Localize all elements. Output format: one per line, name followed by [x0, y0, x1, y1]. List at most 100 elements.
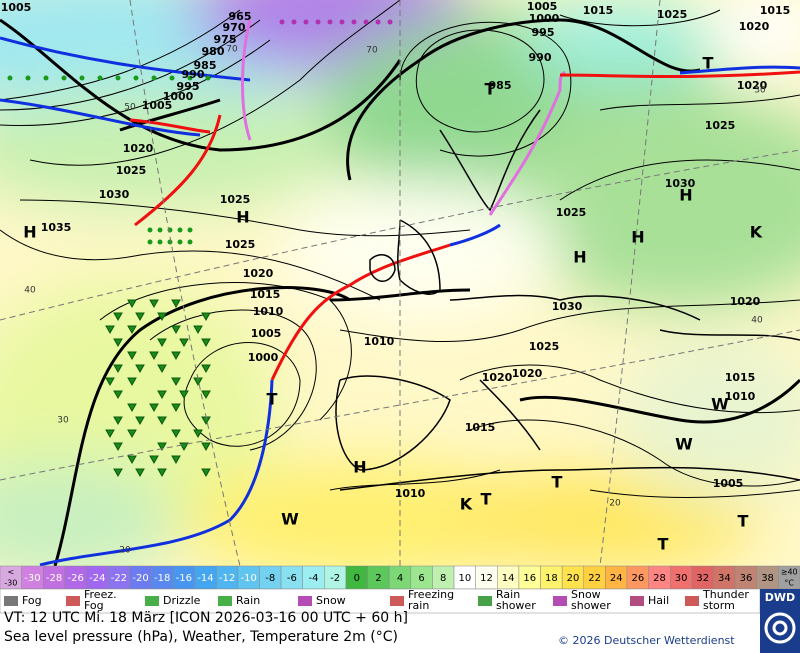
legend-label: Fog	[22, 594, 42, 607]
pressure-label: 1010	[725, 390, 756, 403]
pressure-label: 1020	[243, 267, 274, 280]
rain-shower-symbol	[135, 312, 145, 322]
scale-label: -26	[68, 573, 84, 584]
graticule	[0, 0, 800, 566]
rain-shower-symbol	[113, 416, 123, 426]
pressure-label: 1020	[730, 295, 761, 308]
legend-symbol	[66, 596, 80, 606]
rain-shower-symbol	[105, 429, 115, 439]
rain-shower-symbol	[201, 312, 211, 322]
scale-label: -28	[46, 573, 62, 584]
temperature-label: 20	[609, 499, 621, 509]
logo-swirl-inner	[772, 620, 788, 636]
rain-shower-symbol	[135, 416, 145, 426]
coastlines	[335, 109, 800, 491]
scale-label: -16	[176, 573, 192, 584]
scale-label: 2	[375, 573, 381, 584]
rain-shower-symbol	[149, 351, 159, 361]
pressure-center: T	[703, 54, 714, 73]
rain-shower-symbol	[171, 403, 181, 413]
description: Sea level pressure (hPa), Weather, Tempe…	[4, 629, 398, 645]
pressure-label: 985	[489, 79, 512, 92]
rain-shower-symbol	[157, 364, 167, 374]
pressure-center: H	[23, 223, 36, 242]
pressure-center: K	[460, 495, 473, 514]
rain-symbol	[177, 239, 183, 245]
rain-shower-symbol	[157, 468, 167, 478]
pressure-label: 1000	[248, 351, 279, 364]
rain-shower-symbol	[171, 299, 181, 309]
pressure-label: 1030	[552, 300, 583, 313]
temperature-label: 20	[119, 546, 131, 556]
rain-symbol	[25, 75, 31, 81]
snow-dot	[315, 19, 321, 25]
rain-shower-symbol	[157, 416, 167, 426]
scale-label: 36	[740, 573, 753, 584]
map-labels: 9659709759809859909951000100510201025103…	[1, 0, 791, 556]
pressure-center: T	[738, 512, 749, 531]
scale-label: 30	[675, 573, 688, 584]
rain-shower-symbol	[127, 455, 137, 465]
rain-shower-symbol	[113, 390, 123, 400]
snow-dot	[351, 19, 357, 25]
pressure-label: 1025	[116, 164, 147, 177]
rain-symbol	[61, 75, 67, 81]
scale-label: -6	[287, 573, 297, 584]
scale-label: -10	[240, 573, 256, 584]
rain-shower-symbol	[171, 429, 181, 439]
temperature-label: 40	[751, 316, 763, 326]
pressure-label: 985	[194, 59, 217, 72]
logo-swirl	[764, 612, 796, 644]
pressure-label: 1020	[512, 367, 543, 380]
snow-dot	[303, 19, 309, 25]
scale-label: 16	[523, 573, 536, 584]
scale-label: 38	[761, 573, 774, 584]
legend-label: Freezing	[408, 588, 454, 601]
rain-shower-symbol	[149, 403, 159, 413]
scale-label: <	[7, 568, 14, 577]
scale-label: -14	[197, 573, 213, 584]
rain-shower-symbol	[179, 338, 189, 348]
rain-symbol	[97, 75, 103, 81]
rain-shower-symbol	[201, 364, 211, 374]
rain-shower-symbol	[113, 442, 123, 452]
rain-shower-symbol	[201, 468, 211, 478]
pressure-center: H	[573, 248, 586, 267]
snow-dot	[291, 19, 297, 25]
rain-symbol	[157, 239, 163, 245]
scale-label: -30	[24, 573, 40, 584]
legend-symbol	[218, 596, 232, 606]
snow-dot	[279, 19, 285, 25]
main-isobars	[0, 18, 800, 566]
rain-shower-symbol	[149, 455, 159, 465]
pressure-label: 1025	[529, 340, 560, 353]
rain-shower-symbol	[193, 429, 203, 439]
legend-label: rain	[408, 599, 429, 612]
legend-label: storm	[703, 599, 735, 612]
pressure-label: 1025	[556, 206, 587, 219]
pressure-label: 1015	[583, 4, 614, 17]
rain-symbol	[187, 75, 193, 81]
scale-label: ≥40	[781, 568, 798, 577]
weather-legend: Fog Freez.Fog Drizzle Rain Snow FreezingrainR…	[0, 588, 761, 614]
rain-shower-symbol	[127, 403, 137, 413]
legend-label: Snow	[571, 588, 601, 601]
legend-symbol	[478, 596, 492, 606]
rain-shower-symbol	[135, 468, 145, 478]
rain-symbol	[187, 227, 193, 233]
rain-symbol	[169, 75, 175, 81]
scale-label: -30	[4, 579, 17, 588]
rain-shower-symbol	[157, 312, 167, 322]
pressure-label: 1030	[99, 188, 130, 201]
legend-symbol	[390, 596, 404, 606]
pressure-label: 1020	[737, 79, 768, 92]
temperature-scale: <-30 -30 -28 -26 -24 -22 -20 -18 -16 -14 -12 -10 -8-…	[0, 565, 800, 590]
legend-symbol	[630, 596, 644, 606]
scale-label: 18	[545, 573, 558, 584]
pressure-label: 1005	[1, 1, 32, 14]
pressure-label: 970	[223, 21, 246, 34]
scale-label: 28	[653, 573, 666, 584]
rain-symbol	[177, 227, 183, 233]
